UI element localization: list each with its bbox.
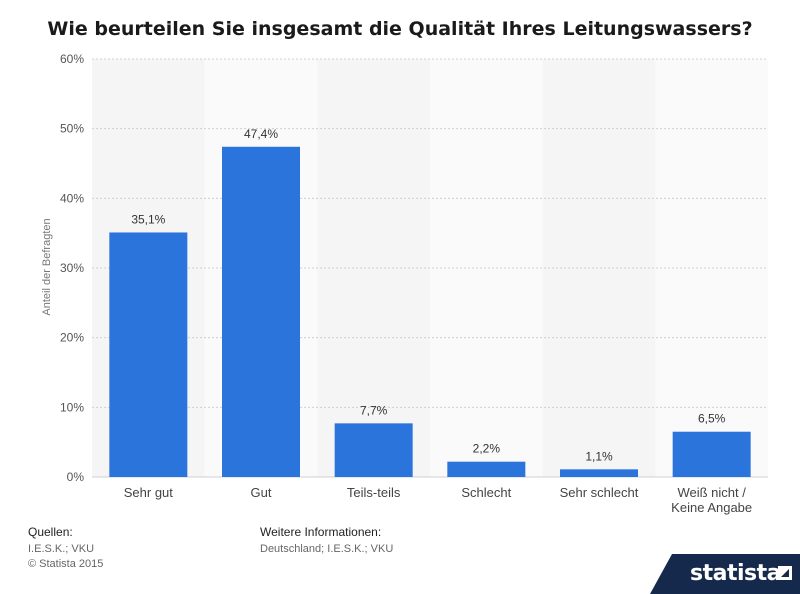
- bar-value-label: 6,5%: [698, 412, 726, 426]
- bar[interactable]: [560, 469, 638, 477]
- y-tick-label: 10%: [60, 400, 84, 414]
- y-tick-label: 50%: [60, 122, 84, 136]
- y-tick-label: 30%: [60, 261, 84, 275]
- info-line: Deutschland; I.E.S.K.; VKU: [260, 543, 394, 555]
- x-tick-label: Keine Angabe: [671, 500, 752, 515]
- bar-value-label: 35,1%: [131, 212, 165, 226]
- copyright-line: © Statista 2015: [28, 558, 104, 570]
- bar-value-label: 1,1%: [585, 449, 613, 463]
- bar-chart: 0% 10% 20% 30% 40% 50% 60% 35,1% 47,4% 7,7% 2,2% 1…: [41, 52, 768, 515]
- sources-heading: Quellen:: [28, 525, 73, 539]
- info-block: Weitere Informationen: Deutschland; I.E.…: [260, 525, 393, 557]
- bar[interactable]: [222, 146, 300, 477]
- y-tick-label: 0%: [67, 470, 85, 484]
- info-heading: Weitere Informationen:: [260, 525, 382, 539]
- x-tick-label: Sehr gut: [124, 485, 174, 500]
- sources-block: Quellen: I.E.S.K.; VKU © Statista 2015: [28, 525, 103, 572]
- y-tick-label: 60%: [60, 52, 84, 66]
- bar[interactable]: [109, 232, 188, 477]
- y-axis-label: Anteil der Befragten: [41, 218, 53, 315]
- plot-band: [542, 59, 656, 477]
- statista-logo-icon: [778, 566, 792, 580]
- statista-logo[interactable]: statista: [650, 554, 800, 594]
- chart-title: Wie beurteilen Sie insgesamt die Qualitä…: [47, 18, 753, 40]
- x-tick-label: Sehr schlecht: [560, 485, 639, 500]
- bar[interactable]: [672, 431, 751, 477]
- logo-text: statista: [690, 561, 781, 586]
- x-tick-label: Teils-teils: [347, 485, 401, 500]
- bar-value-label: 7,7%: [360, 403, 388, 417]
- y-tick-label: 20%: [60, 331, 84, 345]
- x-tick-label: Weiß nicht /: [677, 485, 746, 500]
- bar-value-label: 2,2%: [473, 442, 501, 456]
- sources-line: I.E.S.K.; VKU: [28, 543, 95, 555]
- bar[interactable]: [334, 423, 413, 477]
- bar-value-label: 47,4%: [244, 127, 278, 141]
- y-tick-label: 40%: [60, 191, 84, 205]
- x-tick-label: Gut: [251, 485, 272, 500]
- bar[interactable]: [447, 461, 526, 477]
- x-tick-label: Schlecht: [461, 485, 511, 500]
